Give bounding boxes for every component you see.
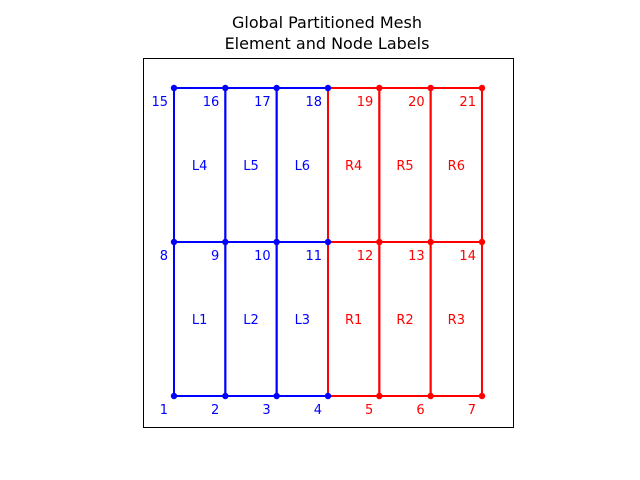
element-label-l2: L2 — [243, 313, 259, 328]
node-label-2: 2 — [211, 403, 219, 418]
node-19-marker — [376, 84, 383, 92]
element-label-l5: L5 — [243, 159, 259, 174]
element-label-l4: L4 — [192, 159, 208, 174]
node-8-marker — [170, 238, 178, 246]
figure-title-line-1: Global Partitioned Mesh — [232, 13, 422, 32]
node-label-18: 18 — [305, 95, 322, 110]
node-15-marker — [170, 84, 178, 92]
node-label-5: 5 — [365, 403, 373, 418]
element-labels: L1 L2 L3 R1 R2 R3 L4 L5 L6 R4 R5 R6 — [192, 159, 465, 328]
node-label-11: 11 — [305, 249, 322, 264]
element-label-r5: R5 — [396, 159, 413, 174]
node-label-17: 17 — [254, 95, 271, 110]
node-label-1: 1 — [160, 403, 168, 418]
node-label-10: 10 — [254, 249, 271, 264]
node-7-marker — [478, 392, 486, 400]
element-label-r4: R4 — [345, 159, 362, 174]
node-label-21: 21 — [459, 95, 476, 110]
node-6-marker — [427, 392, 434, 400]
element-label-l3: L3 — [295, 313, 311, 328]
node-17-marker — [273, 84, 280, 92]
element-label-r2: R2 — [396, 313, 413, 328]
node-label-3: 3 — [262, 403, 270, 418]
node-14-marker — [478, 238, 486, 246]
node-20-marker — [427, 84, 434, 92]
element-label-r3: R3 — [448, 313, 465, 328]
node-label-19: 19 — [357, 95, 374, 110]
node-2-marker — [222, 392, 229, 400]
node-label-20: 20 — [408, 95, 425, 110]
element-label-r1: R1 — [345, 313, 362, 328]
node-label-6: 6 — [416, 403, 424, 418]
node-label-9: 9 — [211, 249, 219, 264]
node-label-7: 7 — [468, 403, 476, 418]
node-21-marker — [478, 84, 486, 92]
node-label-14: 14 — [459, 249, 476, 264]
node-label-12: 12 — [357, 249, 374, 264]
node-label-15: 15 — [151, 95, 168, 110]
node-13-marker — [427, 238, 434, 246]
element-label-l1: L1 — [192, 313, 208, 328]
element-r6-edges — [429, 87, 483, 243]
element-label-l6: L6 — [295, 159, 311, 174]
node-label-13: 13 — [408, 249, 425, 264]
node-11-marker — [324, 238, 332, 246]
node-10-marker — [273, 238, 280, 246]
axes-frame — [143, 58, 514, 428]
node-1-marker — [170, 392, 178, 400]
node-5-marker — [376, 392, 383, 400]
figure-title-line-2: Element and Node Labels — [225, 34, 430, 53]
node-9-marker — [222, 238, 229, 246]
node-label-8: 8 — [160, 249, 168, 264]
node-4-marker — [324, 392, 332, 400]
node-18-marker — [324, 84, 332, 92]
node-3-marker — [273, 392, 280, 400]
node-16-marker — [222, 84, 229, 92]
node-label-4: 4 — [314, 403, 322, 418]
node-12-marker — [376, 238, 383, 246]
mesh-edges — [173, 87, 483, 397]
node-label-16: 16 — [203, 95, 220, 110]
mesh-nodes — [170, 84, 486, 400]
element-label-r6: R6 — [448, 159, 465, 174]
